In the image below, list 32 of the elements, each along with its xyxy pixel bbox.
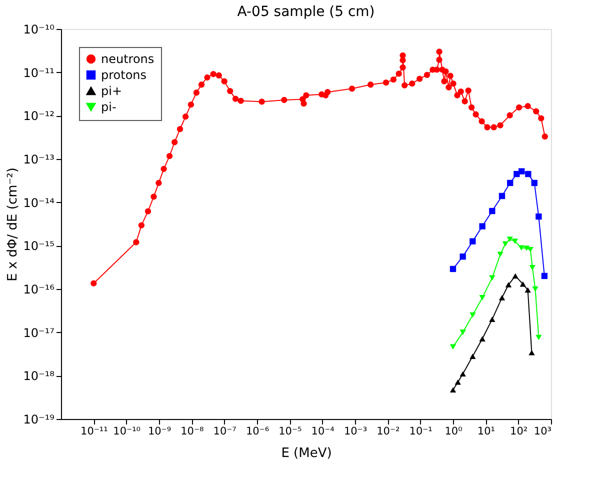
y-axis-title: E x dΦ/ dE (cm⁻²) <box>5 168 20 282</box>
legend-label: pi+ <box>101 84 122 98</box>
x-axis-title: E (MeV) <box>281 446 332 461</box>
legend-label: protons <box>101 68 147 82</box>
x-tick-label: 10⁻⁶ <box>246 426 270 438</box>
y-tick-label: 10⁻¹⁹ <box>23 412 55 426</box>
x-tick-label: 10⁻¹ <box>409 426 432 438</box>
x-tick-label: 10⁰ <box>444 426 462 438</box>
legend-label: pi- <box>101 100 116 114</box>
x-tick-label: 10⁻⁸ <box>180 426 204 438</box>
x-tick-label: 10⁻³ <box>344 426 368 438</box>
x-tick-label: 10⁻⁴ <box>311 426 334 438</box>
x-tick-label: 10⁻⁷ <box>213 426 236 438</box>
chart-title: A-05 sample (5 cm) <box>237 4 375 20</box>
x-tick-label: 10⁻² <box>376 426 400 438</box>
x-tick-label: 10² <box>510 426 528 438</box>
y-tick-label: 10⁻¹⁵ <box>23 239 55 254</box>
y-tick-label: 10⁻¹² <box>23 109 55 124</box>
x-tick-label: 10⁻¹⁰ <box>113 426 140 438</box>
y-tick-label: 10⁻¹⁷ <box>23 326 55 340</box>
y-tick-label: 10⁻¹⁰ <box>23 22 55 36</box>
y-tick-label: 10⁻¹⁸ <box>23 369 55 384</box>
x-tick-label: 10⁻⁹ <box>148 426 172 438</box>
y-tick-label: 10⁻¹³ <box>23 152 55 166</box>
x-tick-label: 10¹ <box>477 426 495 438</box>
legend-label: neutrons <box>101 52 154 66</box>
x-tick-label: 10⁻¹¹ <box>80 426 108 438</box>
y-tick-label: 10⁻¹⁶ <box>23 282 55 296</box>
x-tick-label: 10³ <box>534 426 552 438</box>
x-tick-label: 10⁻⁵ <box>278 426 302 438</box>
y-tick-label: 10⁻¹¹ <box>23 66 55 80</box>
y-tick-label: 10⁻¹⁴ <box>23 196 55 210</box>
